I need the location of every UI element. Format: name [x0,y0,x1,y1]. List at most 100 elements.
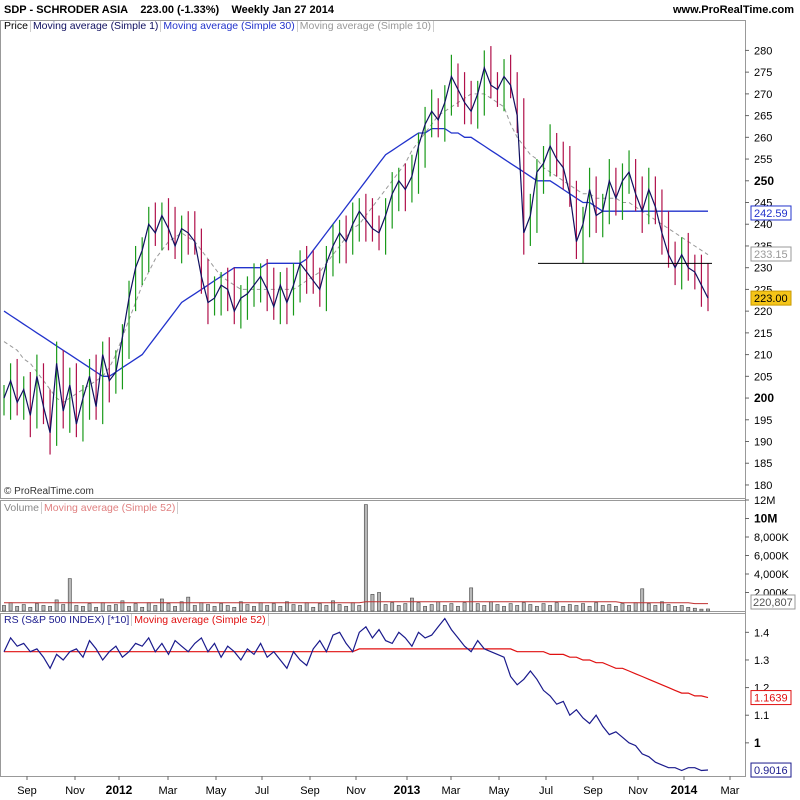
volume-bar [423,606,427,612]
volume-bar [600,605,605,612]
x-tick-label: Mar [159,785,178,797]
x-tick-label: May [489,785,510,797]
volume-bar [206,604,210,612]
last-value-label-ma10: 233.15 [754,249,788,261]
x-tick-label: 2012 [106,783,133,797]
volume-bar [495,604,500,612]
volume-bar [285,601,289,612]
volume-bar [324,605,329,612]
volume-bar [541,603,546,612]
y-tick-label-price: 205 [754,371,772,383]
volume-bar [344,606,349,612]
ma1-line [3,65,709,433]
volume-bar [548,605,552,612]
price-change: 223.00 (-1.33%) [140,4,220,16]
volume-bar [166,603,171,612]
volume-bar [363,504,368,612]
volume-bar [298,605,302,612]
y-tick-label-volume: 12M [754,495,775,507]
volume-bar [653,605,658,612]
volume-bar [192,605,197,612]
x-tick-label: May [206,785,227,797]
x-tick-label: Jul [255,785,269,797]
y-tick-label-volume: 4,000K [754,569,790,581]
volume-bar [21,604,26,612]
legend-ma1[interactable]: Moving average (Simple 1) [30,20,162,32]
volume-bar [15,606,20,612]
volume-bar [107,605,112,612]
volume-bar [317,603,322,612]
copyright: © ProRealTime.com [4,486,94,497]
y-tick-label-rs: 1.4 [754,627,769,639]
volume-bar [238,601,243,612]
volume-bar [607,604,612,612]
y-tick-label-price: 265 [754,111,772,123]
legend-ma30[interactable]: Moving average (Simple 30) [161,20,298,32]
volume-bar [350,602,355,612]
volume-bar [660,601,664,612]
volume-bar [61,604,66,612]
x-tick-label: Sep [17,785,37,797]
volume-bar [620,603,625,612]
volume-bar [521,602,526,612]
legend-rs-ma[interactable]: Moving average (Simple 52) [132,614,269,626]
x-tick-label: Mar [721,785,740,797]
x-tick-label: 2014 [671,783,698,797]
website-label[interactable]: www.ProRealTime.com [672,4,794,16]
volume-bar [34,603,39,612]
volume-bar [357,605,362,612]
volume-bar [199,602,204,612]
rs-legend: RS (S&P 500 INDEX) [*10] Moving average (… [2,614,269,626]
volume-bar [587,606,592,612]
volume-bar [278,606,283,612]
volume-bar [429,604,434,612]
volume-bar [67,578,72,612]
y-tick-label-price: 240 [754,219,772,231]
volume-bar [245,604,250,612]
volume-bar [508,603,513,612]
volume-bar [271,603,276,612]
volume-ma-line [4,601,708,605]
y-tick-label-price: 260 [754,132,772,144]
volume-bar [436,601,441,612]
volume-bar [488,601,493,612]
volume-bar [179,601,184,612]
last-value-box-ma10 [750,246,792,262]
legend-vol-ma[interactable]: Moving average (Simple 52) [42,502,179,514]
legend-ma10[interactable]: Moving average (Simple 10) [297,20,435,32]
volume-bar [331,600,335,612]
y-tick-label-price: 210 [754,350,772,362]
volume-bar [74,605,79,612]
legend-volume[interactable]: Volume [2,502,43,514]
volume-bar [304,602,309,612]
y-tick-label-volume: 10M [754,512,777,526]
x-tick-label: Sep [583,785,603,797]
volume-bar [337,604,342,612]
x-tick-label: 2013 [394,783,421,797]
legend-price[interactable]: Price [2,20,31,32]
volume-bar [390,602,395,612]
volume-bar [482,605,487,612]
rs-ma-line [4,648,709,699]
volume-bar [403,603,408,612]
volume-bar [81,606,85,612]
rs-last-label-rs_ma: 1.1639 [754,693,788,705]
volume-bar [679,605,684,612]
chart-header: SDP - SCHRODER ASIA 223.00 (-1.33%) Week… [0,0,800,20]
volume-bar [640,588,645,612]
volume-bar [127,606,131,612]
volume-bar [666,604,671,612]
volume-bar [87,603,92,612]
volume-bar [442,605,447,612]
volume-bar [173,606,177,612]
volume-bar [396,605,401,612]
volume-bar [449,603,454,612]
volume-bar [54,599,59,612]
volume-bar [232,606,237,612]
legend-rs[interactable]: RS (S&P 500 INDEX) [*10] [2,614,133,626]
x-tick-label: Nov [65,785,85,797]
y-tick-label-price: 230 [754,263,772,275]
volume-bar [120,600,125,612]
volume-bar [133,603,138,612]
